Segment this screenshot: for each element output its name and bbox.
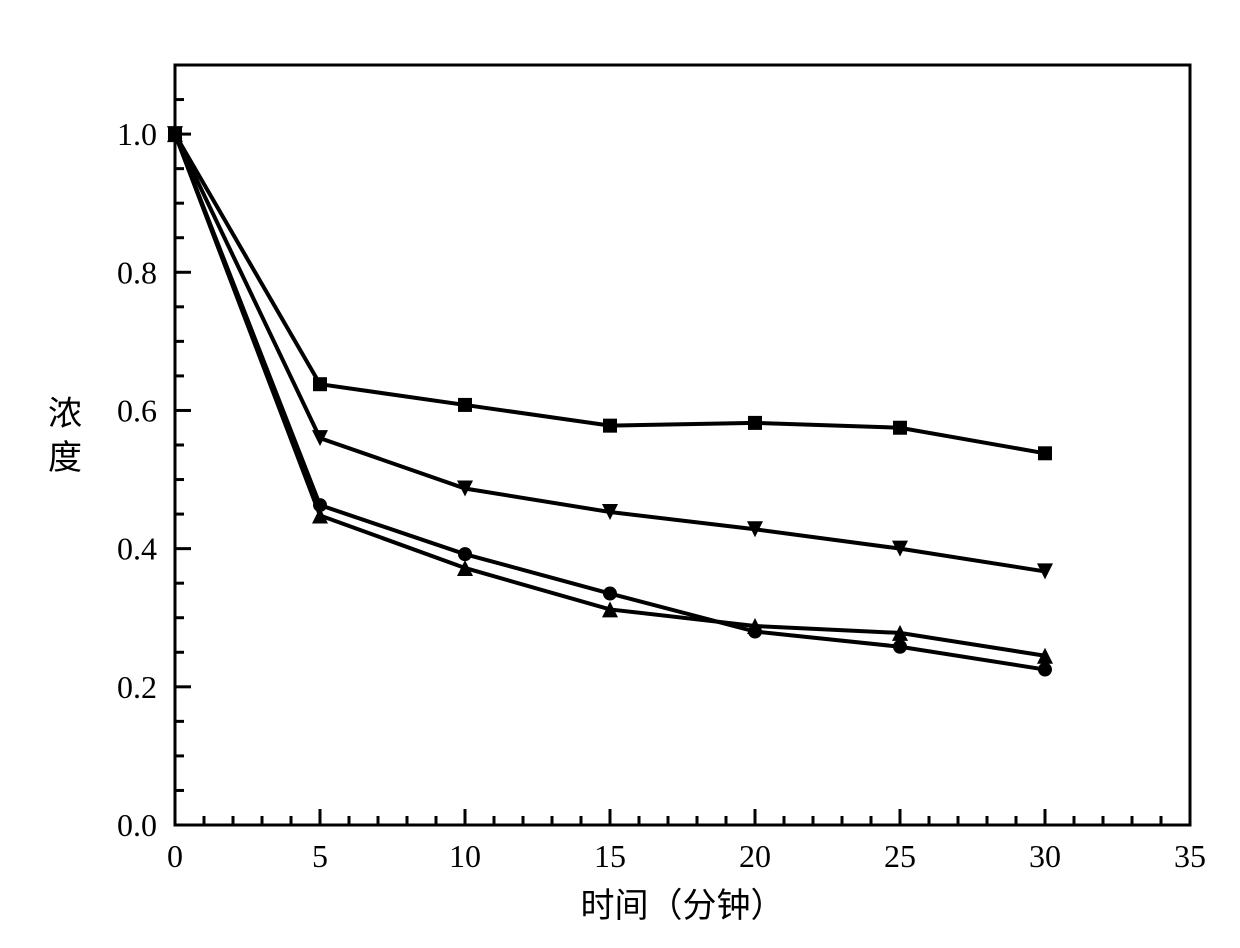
x-tick-label: 0 <box>167 838 183 874</box>
x-tick-label: 20 <box>739 838 771 874</box>
x-tick-label: 5 <box>312 838 328 874</box>
series-circle-marker circle-icon <box>603 587 617 601</box>
line-chart: 0 5 10 15 20 25 30 35 0.0 0.2 0.4 0.6 0.8 1.0 时间（分钟） 浓度 <box>0 0 1240 948</box>
series-square-marker square-icon <box>313 377 327 391</box>
x-tick-label: 10 <box>449 838 481 874</box>
y-tick-label: 1.0 <box>117 116 157 152</box>
x-tick-label: 35 <box>1174 838 1206 874</box>
series-circle-marker circle-icon <box>893 640 907 654</box>
series-circle-marker circle-icon <box>458 547 472 561</box>
chart-container: 0 5 10 15 20 25 30 35 0.0 0.2 0.4 0.6 0.8 1.0 时间（分钟） 浓度 <box>0 0 1240 948</box>
series-square-marker square-icon <box>748 416 762 430</box>
y-tick-label: 0.2 <box>117 669 157 705</box>
y-axis-title-char: 浓 <box>48 396 82 433</box>
x-tick-label: 30 <box>1029 838 1061 874</box>
y-tick-label: 0.4 <box>117 531 157 567</box>
y-tick-label: 0.8 <box>117 254 157 290</box>
y-tick-label: 0.6 <box>117 392 157 428</box>
x-axis-title: 时间（分钟） <box>581 887 785 925</box>
series-square-marker square-icon <box>1038 446 1052 460</box>
x-tick-label: 25 <box>884 838 916 874</box>
series-square-marker square-icon <box>458 398 472 412</box>
series-square-marker square-icon <box>893 421 907 435</box>
series-circle-marker circle-icon <box>1038 663 1052 677</box>
chart-background <box>0 0 1240 948</box>
series-square-marker square-icon <box>603 419 617 433</box>
x-tick-label: 15 <box>594 838 626 874</box>
y-tick-label: 0.0 <box>117 807 157 843</box>
y-axis-title-char: 度 <box>48 439 82 477</box>
